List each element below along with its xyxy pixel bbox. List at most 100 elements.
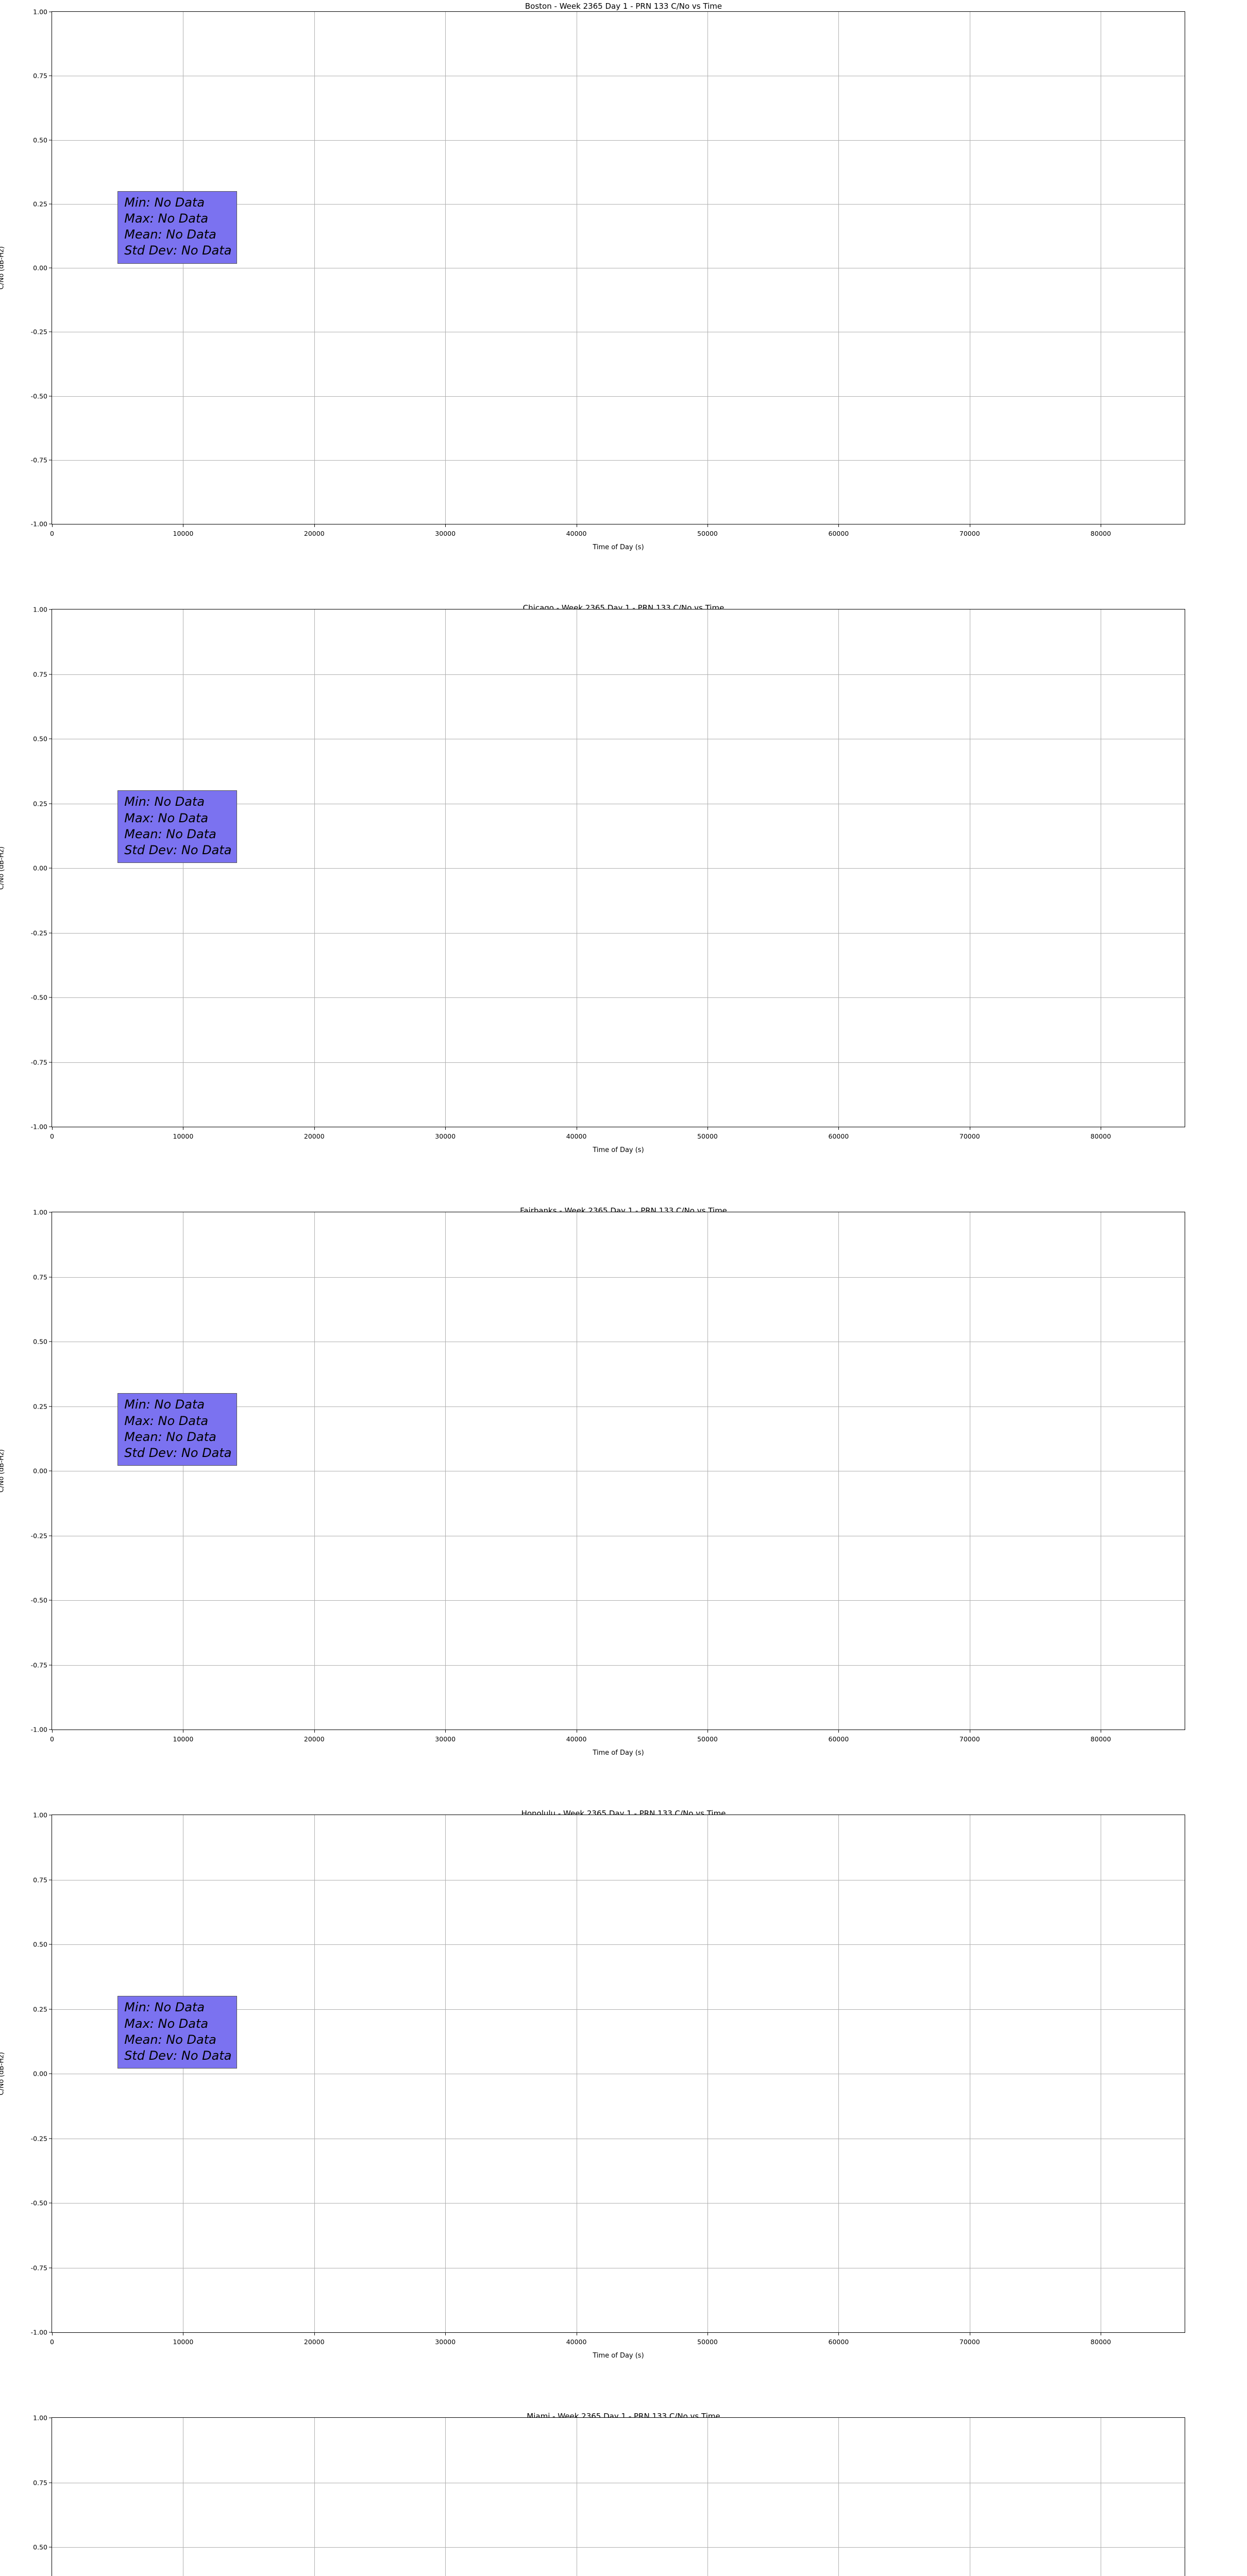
y-axis-tick-label: -0.75: [30, 456, 47, 464]
gridline-horizontal: [52, 997, 1185, 998]
x-axis-tick-mark: [445, 2332, 446, 2335]
x-axis-tick-label: 40000: [566, 2338, 587, 2346]
plot-area: 1.00 0.75 0.50 0.25 0.00 -0.25 -0.50 -0.75 -1.00…: [0, 1811, 1185, 2360]
y-axis-tick-label: -0.50: [30, 2199, 47, 2207]
x-axis-tick-label: 50000: [697, 1132, 718, 1140]
x-axis-tick-mark: [314, 1730, 315, 1733]
y-axis-tick-label: 0.00: [33, 864, 47, 872]
chart-figure: Boston - Week 2365 Day 1 - PRN 133 C/No …: [0, 0, 1247, 598]
chart-figure: Honolulu - Week 2365 Day 1 - PRN 133 C/N…: [0, 1803, 1247, 2406]
y-axis-tick-label: 0.75: [33, 670, 47, 678]
x-axis-tick-label: 0: [50, 530, 54, 537]
x-axis-tick-mark: [838, 2332, 839, 2335]
x-axis-tick-label: 40000: [566, 1132, 587, 1140]
gridline-horizontal: [52, 396, 1185, 397]
statistics-annotation-box: Min: No Data Max: No Data Mean: No Data Std…: [117, 191, 238, 264]
gridline-horizontal: [52, 674, 1185, 675]
plot-area: 1.00 0.75 0.50 0.25 0.00 -0.25 -0.50 -0.75 -1.00…: [0, 1209, 1185, 1757]
y-axis-tick-mark: [49, 1879, 52, 1880]
x-axis-tick-label: 0: [50, 1735, 54, 1743]
gridline-horizontal: [52, 1277, 1185, 1278]
gridline-horizontal: [52, 1406, 1185, 1407]
stat-line-max: Max: No Data: [124, 2016, 209, 2031]
gridline-vertical: [445, 1212, 446, 1730]
y-axis-tick-label: 0.50: [33, 1940, 47, 1948]
x-axis-tick-mark: [707, 524, 708, 527]
y-axis-tick-label: -0.75: [30, 1058, 47, 1066]
stat-line-mean: Mean: No Data: [124, 2032, 216, 2047]
statistics-annotation-box: Min: No Data Max: No Data Mean: No Data Std…: [117, 1393, 238, 1466]
y-axis-tick-label: 0.75: [33, 1273, 47, 1281]
x-axis-tick-label: 30000: [435, 530, 456, 537]
y-axis-tick-mark: [49, 2482, 52, 2483]
stat-line-std: Std Dev: No Data: [124, 842, 232, 857]
y-axis-tick-label: -1.00: [30, 1725, 47, 1734]
y-axis-tick-mark: [49, 1600, 52, 1601]
statistics-annotation-box: Min: No Data Max: No Data Mean: No Data Std…: [117, 790, 238, 863]
gridline-horizontal: [52, 2547, 1185, 2548]
stat-line-std: Std Dev: No Data: [124, 243, 232, 258]
x-axis-tick-mark: [52, 1127, 53, 1130]
y-axis-tick-mark: [49, 1212, 52, 1213]
y-axis-tick-label: 1.00: [33, 8, 47, 16]
y-axis-tick-mark: [49, 2332, 52, 2333]
y-axis-tick-label: 1.00: [33, 1208, 47, 1216]
x-axis-tick-label: 30000: [435, 2338, 456, 2346]
gridline-vertical: [314, 2418, 315, 2576]
x-axis-tick-mark: [445, 1127, 446, 1130]
gridline-vertical: [445, 1815, 446, 2332]
x-axis-tick-mark: [707, 1127, 708, 1130]
y-axis-tick-mark: [49, 803, 52, 804]
x-axis-tick-label: 10000: [173, 1132, 194, 1140]
gridline-vertical: [445, 2418, 446, 2576]
x-axis-tick-label: 10000: [173, 2338, 194, 2346]
plot-area: 1.00 0.75 0.50 0.25 0.00 -0.25 -0.50 -0.75 -1.00…: [0, 606, 1185, 1154]
stat-line-min: Min: No Data: [124, 1397, 205, 1412]
gridline-horizontal: [52, 1944, 1185, 1945]
stat-line-min: Min: No Data: [124, 195, 205, 210]
x-axis-tick-label: 50000: [697, 2338, 718, 2346]
x-axis-label: Time of Day (s): [593, 1749, 644, 1757]
x-axis-tick-mark: [707, 2332, 708, 2335]
gridline-vertical: [838, 609, 839, 1127]
y-axis-tick-mark: [49, 609, 52, 610]
gridline-horizontal: [52, 933, 1185, 934]
y-axis-tick-label: -0.75: [30, 2264, 47, 2272]
y-axis-tick-mark: [49, 2202, 52, 2204]
y-axis-tick-label: 0.50: [33, 735, 47, 743]
x-axis-tick-mark: [445, 524, 446, 527]
x-axis-tick-label: 60000: [828, 1735, 849, 1743]
y-axis-tick-mark: [49, 1944, 52, 1945]
y-axis-tick-label: 0.75: [33, 2479, 47, 2486]
stat-line-mean: Mean: No Data: [124, 1429, 216, 1444]
x-axis-tick-label: 40000: [566, 1735, 587, 1743]
x-axis-tick-label: 50000: [697, 530, 718, 537]
plot-area: 1.00 0.75 0.50 0.25 0.00 -0.25 -0.50 -0.75 -1.00…: [0, 8, 1185, 551]
y-axis-tick-label: 0.25: [33, 1402, 47, 1410]
gridline-vertical: [707, 609, 708, 1127]
x-axis-tick-label: 30000: [435, 1132, 456, 1140]
y-axis-tick-label: -1.00: [30, 2328, 47, 2336]
y-axis-tick-label: 0.75: [33, 72, 47, 80]
x-axis-tick-mark: [445, 1730, 446, 1733]
x-axis-tick-label: 20000: [304, 1735, 325, 1743]
y-axis-tick-mark: [49, 1535, 52, 1536]
x-axis-tick-mark: [707, 1730, 708, 1733]
stat-line-max: Max: No Data: [124, 810, 209, 825]
x-axis-tick-label: 70000: [959, 530, 980, 537]
y-axis-tick-label: 0.00: [33, 264, 47, 272]
chart-figure: Miami - Week 2365 Day 1 - PRN 133 C/No v…: [0, 2406, 1247, 2576]
gridline-vertical: [838, 2418, 839, 2576]
y-axis-tick-label: 1.00: [33, 1811, 47, 1819]
y-axis-tick-mark: [49, 2138, 52, 2139]
y-axis-tick-label: 0.25: [33, 200, 47, 208]
x-axis-tick-mark: [52, 524, 53, 527]
x-axis-tick-label: 80000: [1090, 1132, 1111, 1140]
gridline-horizontal: [52, 140, 1185, 141]
y-axis-tick-label: -0.25: [30, 2134, 47, 2142]
y-axis-tick-label: 0.50: [33, 136, 47, 144]
chart-title: Boston - Week 2365 Day 1 - PRN 133 C/No …: [525, 2, 722, 11]
x-axis-tick-label: 80000: [1090, 2338, 1111, 2346]
stat-line-min: Min: No Data: [124, 794, 205, 809]
gridline-horizontal: [52, 1665, 1185, 1666]
